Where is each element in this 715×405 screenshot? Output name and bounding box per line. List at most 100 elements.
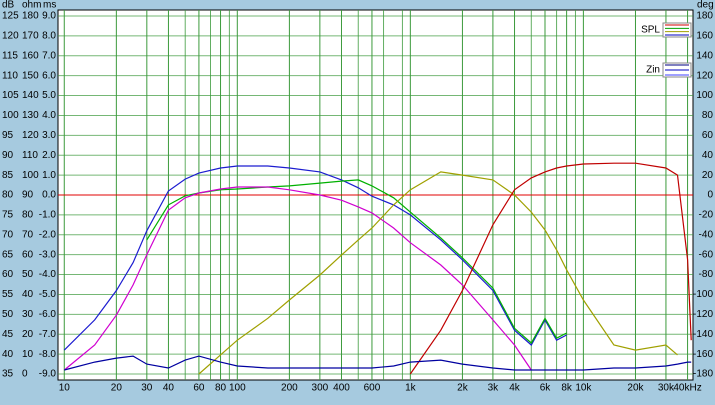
y2-tick-label: 50 <box>22 269 34 280</box>
x-tick-label: 200 <box>281 383 298 394</box>
y-tick-label: 45 <box>2 329 14 340</box>
series-line <box>63 165 567 351</box>
y2-tick-label: 20 <box>22 329 34 340</box>
x-tick-label: 600 <box>364 383 381 394</box>
y-tick-label: 70 <box>2 229 14 240</box>
x-tick-label: 40 <box>163 383 175 394</box>
y4-tick-label: -140 <box>693 329 713 340</box>
series-line <box>409 162 692 375</box>
y4-tick-label: 40 <box>702 150 714 161</box>
y3-tick-label: 2.0 <box>42 150 56 161</box>
y-tick-label: 105 <box>2 90 19 101</box>
y4-tick-label: 160 <box>696 31 713 42</box>
y3-tick-label: 9.0 <box>42 11 56 22</box>
y-tick-label: 115 <box>2 50 18 61</box>
y4-tick-label: -100 <box>693 289 713 300</box>
legend-swatch-box <box>662 22 692 38</box>
y4-tick-label: 120 <box>696 70 713 81</box>
x-tick-label: 30 <box>141 383 153 394</box>
y4-tick-label: 140 <box>696 50 713 61</box>
x-tick-label: 3k <box>488 383 500 394</box>
legend-label: Zin <box>646 65 660 76</box>
y4-tick-label: -160 <box>693 349 713 360</box>
y3-axis-title: ms <box>43 0 56 11</box>
y-tick-label: 60 <box>2 269 14 280</box>
y4-tick-label: 180 <box>696 11 713 22</box>
y3-tick-label: -7.0 <box>39 329 57 340</box>
y4-tick-label: 0 <box>707 190 713 201</box>
y4-tick-label: -20 <box>699 210 714 221</box>
y-tick-label: 110 <box>2 70 18 81</box>
y3-tick-label: -8.0 <box>39 349 57 360</box>
y4-tick-label: -60 <box>699 249 714 260</box>
y-tick-label: 40 <box>2 349 14 360</box>
y2-tick-label: 40 <box>22 289 34 300</box>
y3-tick-label: 8.0 <box>42 31 56 42</box>
y3-tick-label: 1.0 <box>42 170 56 181</box>
x-tick-label: 20k <box>627 383 644 394</box>
y-tick-label: 50 <box>2 309 14 320</box>
y2-tick-label: 100 <box>22 170 39 181</box>
y2-tick-label: 10 <box>22 349 34 360</box>
x-tick-label: 4k <box>509 383 521 394</box>
y4-axis-title: deg <box>697 0 714 11</box>
x-tick-label: 2k <box>457 383 469 394</box>
series-line <box>63 186 532 371</box>
y3-tick-label: 5.0 <box>42 90 56 101</box>
y2-tick-label: 0 <box>22 369 28 380</box>
y3-tick-label: -4.0 <box>39 269 57 280</box>
y3-tick-label: -3.0 <box>39 249 57 260</box>
x-tick-label: 10 <box>59 383 71 394</box>
y4-tick-label: -180 <box>693 369 713 380</box>
y3-tick-label: 6.0 <box>42 70 56 81</box>
x-tick-label: 400 <box>333 383 350 394</box>
x-tick-label: 10k <box>575 383 592 394</box>
y4-tick-label: -40 <box>699 229 714 240</box>
y2-tick-label: 70 <box>22 229 34 240</box>
series-line <box>198 171 678 375</box>
y2-tick-label: 140 <box>22 90 39 101</box>
y-tick-label: 100 <box>2 110 19 121</box>
y2-tick-label: 130 <box>22 110 39 121</box>
y3-tick-label: -1.0 <box>39 210 57 221</box>
y2-tick-label: 60 <box>22 249 34 260</box>
x-tick-label: 30k <box>658 383 675 394</box>
y3-tick-label: 0.0 <box>42 190 56 201</box>
y2-axis-title: ohm <box>22 0 41 11</box>
y4-tick-label: -80 <box>699 269 714 280</box>
y-tick-label: 35 <box>2 369 14 380</box>
y3-tick-label: -5.0 <box>39 289 57 300</box>
x-tick-label: 60 <box>193 383 205 394</box>
x-tick-label: 1k <box>405 383 417 394</box>
x-tick-label: 100 <box>229 383 246 394</box>
y4-tick-label: 100 <box>696 90 713 101</box>
y-tick-label: 55 <box>2 289 14 300</box>
y3-tick-label: 7.0 <box>42 50 56 61</box>
y3-tick-label: -6.0 <box>39 309 57 320</box>
y-tick-label: 95 <box>2 130 14 141</box>
x-tick-label: 40kHz <box>673 383 701 394</box>
y2-tick-label: 30 <box>22 309 34 320</box>
y-tick-label: 65 <box>2 249 14 260</box>
y4-tick-label: 80 <box>702 110 714 121</box>
y-tick-label: 90 <box>2 150 14 161</box>
y2-tick-label: 150 <box>22 70 39 81</box>
y4-tick-label: -120 <box>693 309 713 320</box>
y4-tick-label: 20 <box>702 170 714 181</box>
y-tick-label: 120 <box>2 31 19 42</box>
y2-tick-label: 120 <box>22 130 39 141</box>
y-axis-title: dB <box>2 0 15 11</box>
y-tick-label: 125 <box>2 11 19 22</box>
y-tick-label: 80 <box>2 190 14 201</box>
y-tick-label: 85 <box>2 170 14 181</box>
y2-tick-label: 170 <box>22 31 39 42</box>
legend-label: SPL <box>641 25 660 36</box>
x-tick-label: 300 <box>312 383 329 394</box>
x-tick-label: 6k <box>540 383 552 394</box>
y2-tick-label: 160 <box>22 50 39 61</box>
x-tick-label: 80 <box>215 383 227 394</box>
y4-tick-label: 60 <box>702 130 714 141</box>
y3-tick-label: 4.0 <box>42 110 56 121</box>
y2-tick-label: 80 <box>22 210 34 221</box>
y2-tick-label: 180 <box>22 11 39 22</box>
